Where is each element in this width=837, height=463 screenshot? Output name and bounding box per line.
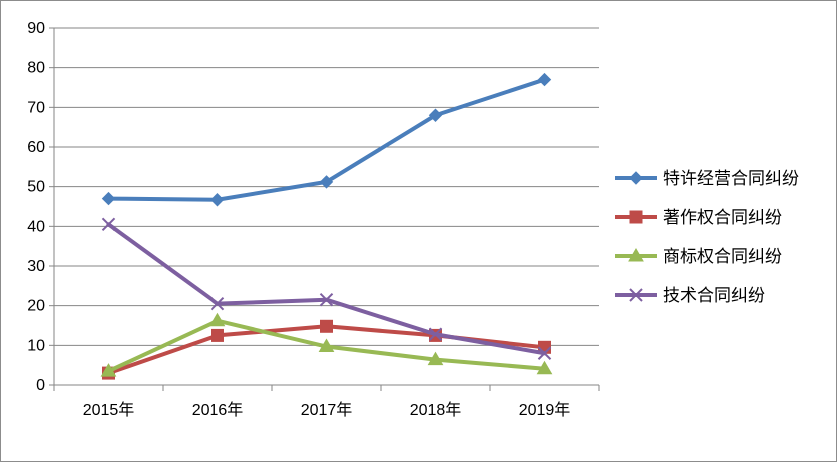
data-point-series-3 bbox=[209, 312, 226, 327]
data-point-series-3 bbox=[536, 360, 553, 375]
legend-label-3: 商标权合同纠纷 bbox=[663, 247, 782, 267]
legend-marker-3 bbox=[628, 248, 644, 262]
y-tick-label: 30 bbox=[27, 258, 45, 275]
y-tick-label: 60 bbox=[27, 139, 45, 156]
data-point-series-2 bbox=[211, 328, 224, 342]
y-tick-label: 40 bbox=[27, 218, 45, 235]
data-point-series-3 bbox=[100, 363, 117, 377]
data-point-series-3 bbox=[318, 338, 335, 353]
data-point-series-4 bbox=[537, 346, 552, 360]
data-point-series-4 bbox=[210, 296, 225, 311]
data-point-series-2 bbox=[320, 319, 333, 333]
x-tick-label: 2018年 bbox=[410, 401, 462, 419]
legend-marker-1 bbox=[629, 171, 643, 185]
data-point-series-1 bbox=[101, 191, 116, 206]
y-tick-label: 10 bbox=[27, 337, 45, 354]
data-point-series-1 bbox=[210, 193, 225, 207]
legend-label-4: 技术合同纠纷 bbox=[663, 286, 765, 306]
legend-label-1: 特许经营合同纠纷 bbox=[663, 169, 799, 189]
y-tick-label: 50 bbox=[27, 179, 45, 196]
legend-marker-4 bbox=[629, 288, 643, 302]
data-point-series-3 bbox=[427, 351, 444, 366]
x-tick-label: 2017年 bbox=[301, 401, 353, 419]
series-line-4 bbox=[106, 222, 547, 356]
data-point-series-4 bbox=[428, 327, 443, 341]
legend-marker-2 bbox=[629, 210, 643, 224]
x-tick-label: 2019年 bbox=[519, 401, 571, 419]
y-tick-label: 20 bbox=[27, 298, 45, 315]
y-tick-label: 0 bbox=[36, 377, 45, 394]
y-tick-label: 70 bbox=[27, 99, 45, 116]
data-point-series-4 bbox=[319, 293, 334, 307]
y-tick-label: 80 bbox=[27, 60, 45, 77]
data-point-series-4 bbox=[101, 217, 116, 232]
y-tick-label: 90 bbox=[27, 20, 45, 37]
legend-label-2: 著作权合同纠纷 bbox=[663, 208, 782, 228]
data-point-series-1 bbox=[537, 72, 552, 87]
data-point-series-1 bbox=[319, 175, 334, 189]
data-point-series-1 bbox=[428, 108, 443, 122]
x-tick-label: 2015年 bbox=[83, 401, 135, 419]
x-tick-label: 2016年 bbox=[192, 401, 244, 419]
